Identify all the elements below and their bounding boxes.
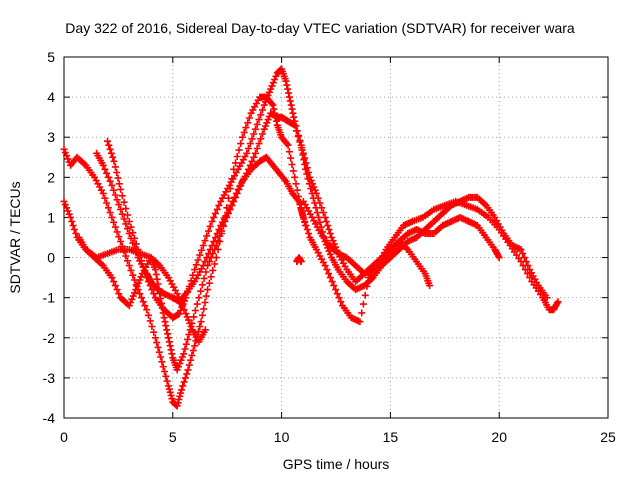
data-series bbox=[60, 65, 562, 410]
series-track-7 bbox=[293, 254, 305, 266]
x-axis-label: GPS time / hours bbox=[283, 456, 390, 472]
marker-path bbox=[293, 254, 305, 266]
series-track-4 bbox=[93, 109, 434, 306]
marker-path bbox=[299, 197, 503, 278]
y-axis-label: SDTVAR / TECUs bbox=[7, 181, 23, 293]
y-tick-label: -2 bbox=[43, 330, 56, 346]
y-tick-label: -1 bbox=[43, 290, 56, 306]
y-tick-label: 4 bbox=[47, 89, 55, 105]
y-tick-label: -4 bbox=[43, 410, 56, 426]
y-axis-ticks: -4 -3 -2 -1 0 1 2 3 4 5 bbox=[43, 49, 608, 426]
marker-path bbox=[93, 109, 434, 306]
chart-title: Day 322 of 2016, Sidereal Day-to-day VTE… bbox=[65, 20, 575, 36]
x-axis-ticks: 0 5 10 15 20 25 bbox=[60, 57, 616, 445]
y-tick-label: 0 bbox=[47, 250, 55, 266]
series-track-1 bbox=[60, 93, 309, 410]
y-tick-label: 5 bbox=[47, 49, 55, 65]
x-tick-label: 20 bbox=[491, 429, 507, 445]
series-track-6 bbox=[299, 197, 503, 278]
x-tick-label: 25 bbox=[600, 429, 616, 445]
y-tick-label: 3 bbox=[47, 129, 55, 145]
y-tick-label: -3 bbox=[43, 370, 56, 386]
plot-frame bbox=[63, 56, 609, 419]
marker-path bbox=[75, 234, 209, 346]
grid-lines bbox=[64, 57, 608, 418]
x-tick-label: 15 bbox=[383, 429, 399, 445]
y-tick-label: 1 bbox=[47, 209, 55, 225]
y-tick-label: 2 bbox=[47, 169, 55, 185]
x-tick-label: 0 bbox=[60, 429, 68, 445]
x-tick-label: 5 bbox=[169, 429, 177, 445]
series-track-5 bbox=[75, 234, 209, 346]
marker-path bbox=[60, 93, 309, 410]
x-tick-label: 10 bbox=[274, 429, 290, 445]
